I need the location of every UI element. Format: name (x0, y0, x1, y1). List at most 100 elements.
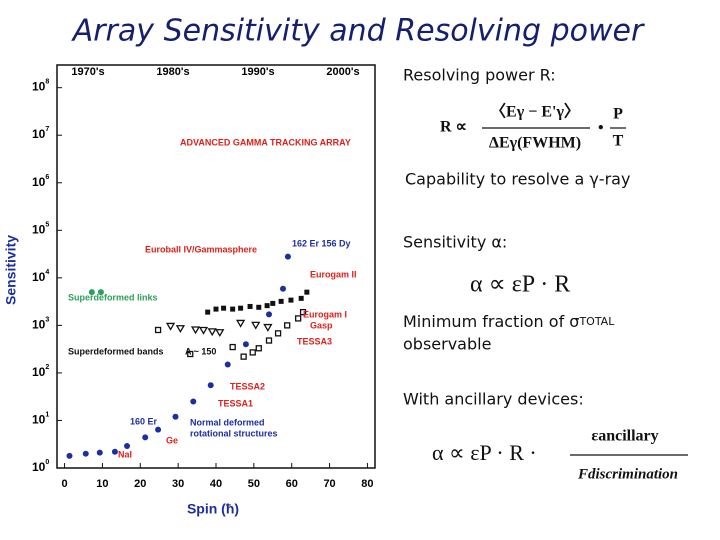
annotation: A ~ 150 (185, 346, 216, 356)
note-text: Minimum fraction of σ (403, 312, 579, 331)
tick-base: 10 (32, 127, 46, 141)
point (230, 306, 236, 312)
formula-part: α ∝ εP · R · (432, 440, 537, 465)
tick-base: 10 (32, 460, 46, 474)
point (97, 289, 104, 296)
point (215, 329, 225, 338)
point (263, 323, 273, 332)
point (207, 382, 214, 389)
x-tick-label: 0 (62, 478, 68, 490)
tick-base: 10 (32, 413, 46, 427)
point (280, 285, 287, 292)
point (111, 448, 118, 455)
point (266, 311, 272, 318)
x-tick-label: 70 (323, 478, 335, 490)
point (82, 450, 89, 457)
annotation: Eurogam II (310, 269, 357, 279)
point (238, 305, 244, 311)
note: With ancillary devices: (403, 390, 584, 409)
tick-base: 10 (32, 175, 46, 189)
point (66, 452, 73, 459)
point (247, 303, 253, 309)
tick-exponent: 7 (45, 126, 49, 133)
point (278, 298, 284, 304)
point (154, 326, 162, 334)
point (198, 326, 209, 335)
point (190, 398, 197, 405)
tick-exponent: 4 (45, 269, 49, 276)
point (299, 308, 307, 316)
point (270, 300, 276, 306)
note: Capability to resolve a γ-ray (405, 170, 630, 189)
point (242, 341, 249, 348)
note: observable (403, 335, 491, 354)
annotation: TESSA2 (230, 381, 265, 391)
subscript: TOTAL (578, 315, 615, 328)
tick-exponent: 6 (45, 174, 49, 181)
y-axis-label: Sensitivity (3, 235, 19, 305)
point (274, 330, 282, 337)
formula-part: P (613, 106, 623, 123)
era-label: 1970's (71, 66, 104, 78)
x-tick-label: 30 (172, 478, 184, 490)
annotation: 162 Er 156 Dy (292, 238, 351, 248)
point (187, 350, 194, 358)
tick-base: 10 (32, 270, 46, 284)
plot-frame (56, 64, 376, 469)
notes: Resolving power R: R ∝ 〈Eγ − E'γ〉 ΔEγ(FW… (403, 66, 688, 482)
x-tick-label: 60 (286, 478, 298, 490)
annotation: rotational structures (190, 428, 278, 438)
y-tick-label: 105 (32, 221, 49, 236)
point (190, 326, 201, 335)
tick-exponent: 8 (45, 79, 49, 86)
point (88, 289, 95, 296)
point (213, 306, 219, 312)
point (142, 434, 149, 441)
y-tick-label: 107 (32, 126, 49, 141)
annotation: Eurogam I (303, 309, 347, 319)
point (240, 353, 247, 360)
annotation: Superdeformed links (68, 292, 158, 302)
formula: R ∝ 〈Eγ − E'γ〉 ΔEγ(FWHM) • P T (440, 103, 626, 152)
annotation: Normal deformed (190, 417, 265, 427)
annotation: TESSA1 (218, 398, 253, 408)
annotation: Superdeformed bands (68, 346, 164, 356)
formula-part: R ∝ (440, 119, 467, 136)
point (251, 321, 261, 330)
annotation: TESSA3 (297, 336, 332, 346)
formula-part: Fdiscrimination (577, 466, 678, 482)
point (124, 443, 131, 450)
point (288, 297, 294, 303)
tick-exponent: 3 (45, 316, 49, 323)
point (235, 319, 246, 328)
formula: α ∝ εP · R (470, 272, 570, 298)
point (298, 295, 304, 301)
tick-exponent: 1 (45, 411, 49, 418)
y-tick-label: 103 (32, 316, 49, 331)
tick-base: 10 (32, 80, 46, 94)
point (172, 413, 179, 420)
formula-part: T (613, 133, 624, 150)
y-tick-label: 101 (32, 411, 49, 426)
x-tick-label: 10 (96, 478, 108, 490)
tick-exponent: 2 (45, 364, 49, 371)
x-tick-label: 80 (361, 478, 373, 490)
tick-base: 10 (32, 222, 46, 236)
formula-part: εancillary (591, 428, 658, 445)
point (229, 343, 236, 351)
point (294, 315, 302, 322)
formula-part: • (598, 120, 604, 137)
point (96, 449, 103, 456)
era-label: 1990's (241, 66, 274, 78)
formula-part: ΔEγ(FWHM) (489, 135, 581, 152)
annotation: Euroball IV/Gammasphere (145, 244, 257, 254)
point (284, 253, 291, 260)
y-tick-label: 104 (32, 269, 49, 284)
y-tick-label: 106 (32, 174, 49, 189)
note: Sensitivity α: (403, 233, 507, 252)
x-tick-label: 50 (248, 478, 260, 490)
point (155, 426, 162, 433)
point (256, 304, 262, 310)
point (175, 325, 186, 334)
